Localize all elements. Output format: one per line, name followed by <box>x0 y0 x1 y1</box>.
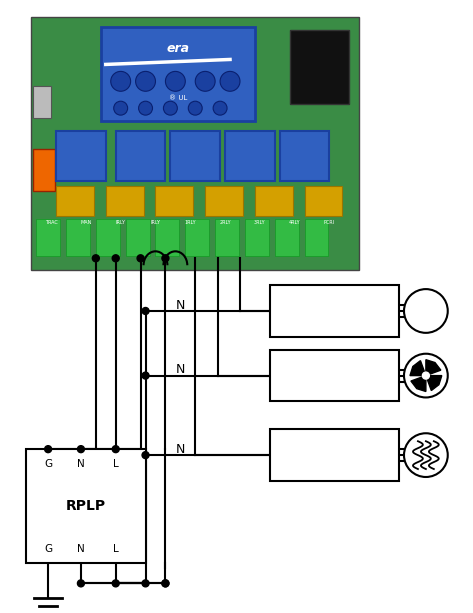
Text: era: era <box>166 42 189 55</box>
Bar <box>101 26 255 121</box>
Bar <box>56 131 106 181</box>
Bar <box>185 218 209 256</box>
Bar <box>106 186 143 216</box>
Bar <box>31 17 359 270</box>
Bar <box>33 149 55 191</box>
Polygon shape <box>426 376 442 390</box>
Circle shape <box>92 255 99 262</box>
Bar <box>96 218 120 256</box>
Text: PCRI: PCRI <box>324 220 335 225</box>
Circle shape <box>220 71 240 91</box>
Bar <box>275 218 298 256</box>
Bar <box>280 131 330 181</box>
Text: N: N <box>77 459 85 469</box>
Bar <box>116 131 166 181</box>
Text: N: N <box>175 363 185 376</box>
Text: IRLY: IRLY <box>150 220 160 225</box>
Circle shape <box>137 255 144 262</box>
Bar <box>255 186 293 216</box>
Text: L: L <box>113 459 119 469</box>
Circle shape <box>112 580 119 587</box>
Circle shape <box>112 446 119 452</box>
Bar <box>156 186 193 216</box>
Circle shape <box>404 354 448 397</box>
Circle shape <box>78 580 84 587</box>
Bar <box>56 186 94 216</box>
Bar <box>270 350 399 402</box>
Text: N: N <box>77 544 85 554</box>
Bar <box>289 29 350 104</box>
Text: 1RLY: 1RLY <box>184 220 196 225</box>
Text: N: N <box>175 443 185 455</box>
Polygon shape <box>426 360 441 376</box>
Bar <box>215 218 239 256</box>
Circle shape <box>139 101 152 115</box>
Text: G: G <box>44 459 52 469</box>
Bar <box>156 218 179 256</box>
Circle shape <box>44 446 52 452</box>
Text: ® UL: ® UL <box>169 95 187 101</box>
Bar <box>26 449 146 563</box>
Circle shape <box>422 372 429 379</box>
Circle shape <box>213 101 227 115</box>
Bar <box>225 131 275 181</box>
Bar <box>205 186 243 216</box>
Circle shape <box>114 101 128 115</box>
Bar <box>36 218 60 256</box>
Text: N: N <box>175 299 185 311</box>
Circle shape <box>166 71 185 91</box>
Circle shape <box>162 580 169 587</box>
Text: L: L <box>113 544 119 554</box>
Circle shape <box>162 255 169 262</box>
Circle shape <box>164 101 177 115</box>
Text: RPLP: RPLP <box>66 500 106 513</box>
Bar <box>270 285 399 337</box>
Text: IRLY: IRLY <box>116 220 126 225</box>
Bar <box>170 131 220 181</box>
Bar <box>66 218 90 256</box>
Text: 4RLY: 4RLY <box>289 220 300 225</box>
Circle shape <box>162 580 169 587</box>
Circle shape <box>112 255 119 262</box>
Circle shape <box>404 433 448 477</box>
Circle shape <box>142 308 149 314</box>
Circle shape <box>142 372 149 379</box>
Text: 3RLY: 3RLY <box>254 220 266 225</box>
Bar <box>270 429 399 481</box>
Circle shape <box>404 289 448 333</box>
Circle shape <box>78 446 84 452</box>
Circle shape <box>195 71 215 91</box>
Bar <box>245 218 269 256</box>
Text: G: G <box>44 544 52 554</box>
Polygon shape <box>410 360 426 376</box>
Text: TRAC: TRAC <box>45 220 58 225</box>
Circle shape <box>142 580 149 587</box>
Bar <box>126 218 149 256</box>
Bar <box>33 86 51 118</box>
Circle shape <box>188 101 202 115</box>
Text: 2RLY: 2RLY <box>219 220 231 225</box>
Circle shape <box>111 71 131 91</box>
Circle shape <box>136 71 156 91</box>
Text: MAN: MAN <box>80 220 92 225</box>
Polygon shape <box>411 376 426 392</box>
Circle shape <box>142 452 149 459</box>
Bar <box>305 218 328 256</box>
Bar <box>305 186 342 216</box>
